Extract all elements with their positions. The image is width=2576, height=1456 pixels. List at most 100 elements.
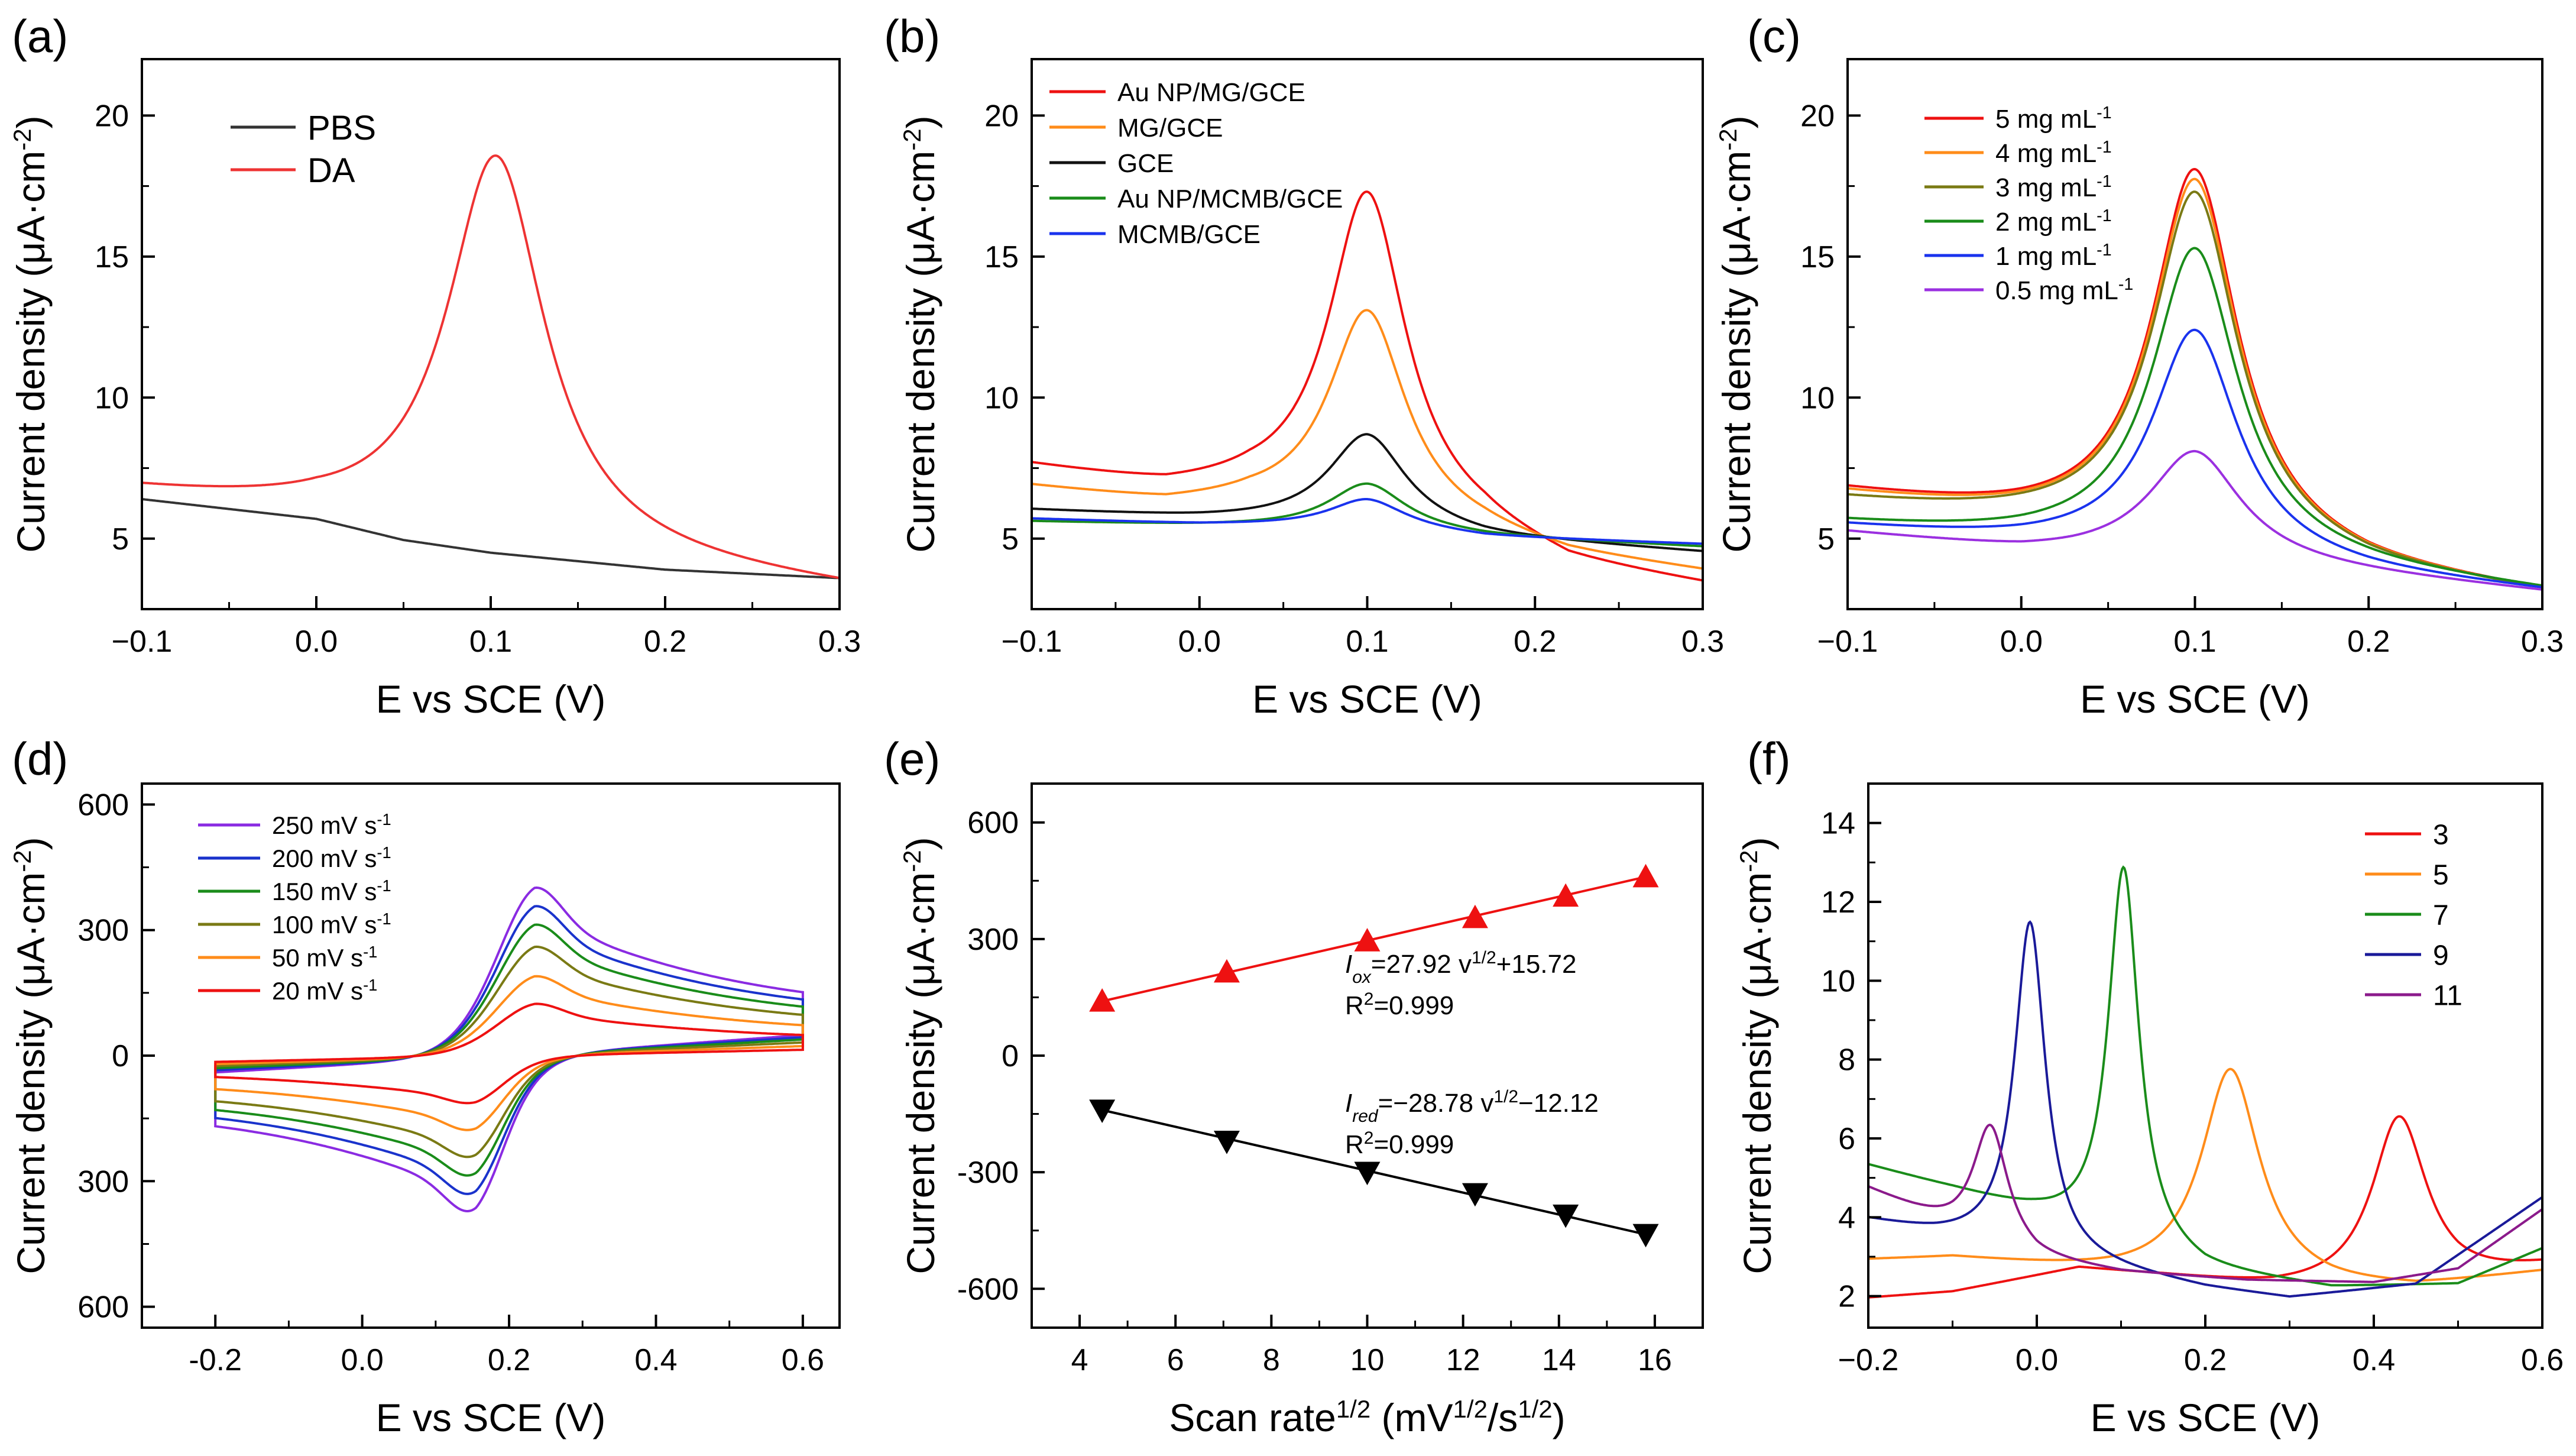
data-point (1462, 1183, 1488, 1207)
fit-equation-tail: −12.12 (1518, 1089, 1599, 1118)
series-line (142, 498, 840, 580)
data-point (1089, 1099, 1116, 1123)
series-line (1848, 247, 2542, 587)
fit-equation-sub: red (1352, 1106, 1379, 1126)
x-tick-label: 0.1 (1346, 625, 1388, 659)
y-tick-label: -600 (957, 1272, 1019, 1306)
legend-label: Au NP/MCMB/GCE (1117, 185, 1343, 213)
y-tick-label: 15 (1800, 240, 1835, 274)
x-tick-label: 0.1 (2173, 625, 2216, 659)
plot-frame (1031, 782, 1704, 1329)
panel-c: (c) −0.1 0.0 0.1 0.2 0.3 5 10 15 20 E vs SCE (V) Cu… (1714, 10, 2564, 721)
y-tick-label: 20 (95, 99, 129, 133)
x-tick-label: 4 (1071, 1343, 1088, 1377)
x-tick-label: 8 (1263, 1343, 1280, 1377)
panel-b: (b) −0.1 0.0 0.1 0.2 0.3 5 10 15 20 E vs SCE (V) Cu… (884, 10, 1724, 721)
series-group (1032, 190, 1703, 582)
data-point (1632, 863, 1659, 888)
x-axis-label-exp: 1/2 (1336, 1395, 1370, 1423)
y-tick-label: 10 (1800, 381, 1835, 415)
y-axis-label-base: Current density (μA·cm (899, 872, 942, 1274)
series-line (1868, 1067, 2542, 1282)
plot-frame (141, 782, 841, 1329)
legend-label-sup: -1 (377, 876, 391, 895)
panel-label: (e) (884, 733, 940, 785)
fit-line (1101, 875, 1646, 1002)
legend-label: 3 (2433, 819, 2449, 850)
panel-label: (c) (1747, 10, 1801, 62)
series-group (142, 154, 840, 580)
x-axis-label: E vs SCE (V) (2091, 1396, 2321, 1439)
data-point (1213, 959, 1240, 983)
legend-label-text: 7 (2433, 900, 2449, 931)
series-line (1848, 167, 2542, 588)
series-line (1868, 920, 2542, 1298)
series-line (1032, 309, 1703, 570)
series-group (1868, 865, 2542, 1299)
x-tick-label: 0.0 (2000, 625, 2043, 659)
legend-label-sup: -1 (2097, 103, 2111, 122)
legend-label-text: 1 mg mL (1995, 242, 2097, 271)
fit-equation-sup: 1/2 (1472, 948, 1496, 968)
y-tick-label: 10 (1821, 964, 1855, 998)
series-line (1032, 433, 1703, 552)
series-group (214, 886, 804, 1213)
legend-label-text: DA (307, 151, 355, 190)
legend-label-text: 3 (2433, 819, 2449, 850)
legend-label-text: 5 mg mL (1995, 105, 2097, 134)
x-tick-label: -0.2 (189, 1343, 242, 1377)
x-axis-label-exp2: 1/2 (1453, 1395, 1488, 1423)
legend-label-sup: -1 (377, 810, 391, 829)
legend-label-text: 2 mg mL (1995, 208, 2097, 237)
fit-equation-text: =−28.78 v (1378, 1089, 1494, 1118)
data-point (1462, 904, 1488, 928)
legend-label: Au NP/MG/GCE (1117, 78, 1305, 107)
x-axis-label-mid: (mV (1370, 1396, 1453, 1439)
legend-label-sup: -1 (2097, 138, 2111, 157)
x-tick-label: −0.2 (1838, 1343, 1899, 1377)
y-axis-label-tail: ) (1735, 837, 1779, 850)
x-tick-label: 10 (1350, 1343, 1385, 1377)
panel-label: (a) (12, 10, 68, 62)
y-tick-label: 5 (1002, 522, 1019, 556)
y-axis-label: Current density (μA·cm-2) (1714, 115, 1759, 552)
y-axis-label-exp: -2 (1714, 128, 1742, 150)
data-point (1632, 1224, 1659, 1248)
legend-label-text: MG/GCE (1117, 114, 1223, 143)
series-line (1032, 498, 1703, 545)
x-tick-label: 0.6 (782, 1343, 824, 1377)
panel-label: (d) (12, 733, 68, 785)
x-tick-label: 16 (1638, 1343, 1672, 1377)
legend-label-text: 50 mV s (272, 944, 363, 972)
x-tick-label: 0.0 (2016, 1343, 2058, 1377)
legend-label: DA (307, 151, 355, 190)
y-tick-label: 5 (112, 522, 129, 556)
legend-label: 4 mg mL-1 (1995, 138, 2112, 168)
y-tick-label: 12 (1821, 885, 1855, 920)
data-point (1354, 928, 1381, 952)
legend-label: 1 mg mL-1 (1995, 241, 2112, 271)
y-axis-label-exp: -2 (898, 850, 926, 872)
legend-label-sup: -1 (377, 843, 391, 862)
fit-r2-value: =0.999 (1373, 1130, 1454, 1159)
y-axis-label-exp: -2 (8, 850, 36, 872)
legend-label: 0.5 mg mL-1 (1995, 275, 2133, 305)
legend-label: 2 mg mL-1 (1995, 206, 2112, 237)
x-tick-label: 0.3 (818, 625, 861, 659)
panel-label: (f) (1747, 733, 1791, 785)
x-axis-label-base: Scan rate (1169, 1396, 1336, 1439)
legend-label-text: 5 (2433, 859, 2449, 891)
y-axis-label-tail: ) (9, 837, 53, 850)
legend-label: GCE (1117, 149, 1174, 178)
x-tick-label: 6 (1167, 1343, 1184, 1377)
y-tick-label: -300 (957, 1156, 1019, 1190)
data-point (1553, 1204, 1579, 1228)
series-line (1868, 1124, 2542, 1283)
y-axis-label-base: Current density (μA·cm (1715, 151, 1758, 553)
series-line (1868, 865, 2542, 1287)
data-point (1354, 1161, 1381, 1186)
y-axis-label: Current density (μA·cm-2) (1735, 837, 1780, 1274)
panel-a: (a) −0.1 0.0 0.1 0.2 0.3 5 10 15 20 E vs SCE (V) Cu… (8, 10, 861, 721)
legend-label-sup: -1 (363, 976, 377, 994)
series-line (214, 1002, 804, 1105)
